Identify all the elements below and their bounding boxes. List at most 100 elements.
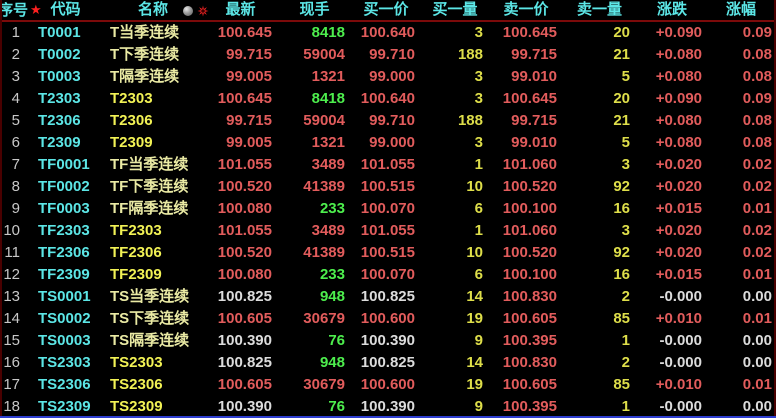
- ask-price: 100.395: [502, 398, 557, 415]
- bid-price: 100.390: [360, 332, 415, 349]
- quote-row[interactable]: 11 TF2306 TF2306 100.520 41389 100.515 1…: [0, 242, 776, 264]
- current-volume: 8418: [311, 24, 345, 41]
- last-price: 99.715: [226, 46, 272, 63]
- contract-name: TF2306: [110, 244, 162, 261]
- contract-name: T2303: [110, 90, 153, 107]
- last-price: 100.825: [217, 354, 272, 371]
- price-change: +0.080: [655, 68, 702, 85]
- column-header-change-percent[interactable]: 涨幅: [708, 0, 774, 20]
- contract-code: TS0002: [38, 310, 91, 327]
- last-price: 100.390: [217, 332, 272, 349]
- change-percent: 0.02: [742, 244, 772, 261]
- row-index: 15: [3, 332, 20, 349]
- bid-price: 100.390: [360, 398, 415, 415]
- bid-price: 99.710: [369, 46, 415, 63]
- column-header-ask-price[interactable]: 卖一价: [489, 0, 563, 20]
- bid-volume: 6: [474, 200, 483, 217]
- column-header-seq-label: 序号: [0, 1, 29, 19]
- change-percent: 0.08: [742, 46, 772, 63]
- quote-row[interactable]: 4 T2303 T2303 100.645 8418 100.640 3 100…: [0, 88, 776, 110]
- quote-row[interactable]: 12 TF2309 TF2309 100.080 233 100.070 6 1…: [0, 264, 776, 286]
- ask-volume: 16: [613, 200, 630, 217]
- column-header-ask-volume[interactable]: 卖一量: [563, 0, 636, 20]
- ask-price: 101.060: [502, 222, 557, 239]
- column-header-last[interactable]: 最新: [203, 0, 278, 20]
- last-price: 100.825: [217, 288, 272, 305]
- price-change: +0.010: [655, 310, 702, 327]
- quote-row[interactable]: 3 T0003 T隔季连续 99.005 1321 99.000 3 99.01…: [0, 66, 776, 88]
- current-volume: 30679: [303, 310, 345, 327]
- quote-row[interactable]: 1 T0001 T当季连续 100.645 8418 100.640 3 100…: [0, 22, 776, 44]
- contract-name: T隔季连续: [110, 68, 180, 85]
- column-header-ask-volume-label: 卖一量: [576, 1, 622, 18]
- column-header-code[interactable]: 代码: [28, 0, 103, 20]
- bid-volume: 6: [474, 266, 483, 283]
- bid-price: 99.710: [369, 112, 415, 129]
- last-price: 100.645: [217, 90, 272, 107]
- quote-row[interactable]: 5 T2306 T2306 99.715 59004 99.710 188 99…: [0, 110, 776, 132]
- current-volume: 76: [328, 332, 345, 349]
- price-change: +0.010: [655, 376, 702, 393]
- row-index: 16: [3, 354, 20, 371]
- quote-row[interactable]: 16 TS2303 TS2303 100.825 948 100.825 14 …: [0, 352, 776, 374]
- ask-volume: 3: [621, 156, 630, 173]
- column-header-bid-price[interactable]: 买一价: [351, 0, 421, 20]
- quote-row[interactable]: 15 TS0003 TS隔季连续 100.390 76 100.390 9 10…: [0, 330, 776, 352]
- contract-code: TF2309: [38, 266, 90, 283]
- ask-volume: 1: [621, 398, 630, 415]
- change-percent: 0.00: [742, 398, 772, 415]
- quote-row[interactable]: 17 TS2306 TS2306 100.605 30679 100.600 1…: [0, 374, 776, 396]
- ask-price: 99.715: [511, 112, 557, 129]
- contract-name: TF当季连续: [110, 156, 189, 173]
- price-change: -0.000: [659, 398, 702, 415]
- price-change: +0.015: [655, 266, 702, 283]
- circle-button-icon[interactable]: [183, 6, 193, 16]
- bid-price: 100.600: [360, 376, 415, 393]
- row-index: 5: [11, 112, 20, 129]
- quote-row[interactable]: 14 TS0002 TS下季连续 100.605 30679 100.600 1…: [0, 308, 776, 330]
- contract-code: TS2303: [38, 354, 91, 371]
- quote-row[interactable]: 7 TF0001 TF当季连续 101.055 3489 101.055 1 1…: [0, 154, 776, 176]
- current-volume: 1321: [311, 68, 345, 85]
- quote-row[interactable]: 8 TF0002 TF下季连续 100.520 41389 100.515 10…: [0, 176, 776, 198]
- quote-row[interactable]: 13 TS0001 TS当季连续 100.825 948 100.825 14 …: [0, 286, 776, 308]
- price-change: -0.000: [659, 354, 702, 371]
- contract-code: TF0003: [38, 200, 90, 217]
- column-header-change[interactable]: 涨跌: [636, 0, 708, 20]
- contract-code: TF2303: [38, 222, 90, 239]
- column-header-name[interactable]: 名称: [103, 0, 203, 20]
- row-index: 1: [11, 24, 20, 41]
- quote-row[interactable]: 18 TS2309 TS2309 100.390 76 100.390 9 10…: [0, 396, 776, 418]
- quote-row[interactable]: 2 T0002 T下季连续 99.715 59004 99.710 188 99…: [0, 44, 776, 66]
- column-header-volume[interactable]: 现手: [278, 0, 351, 20]
- row-index: 8: [11, 178, 20, 195]
- ask-volume: 1: [621, 332, 630, 349]
- gear-settings-icon[interactable]: [197, 5, 209, 17]
- ask-volume: 92: [613, 178, 630, 195]
- ask-price: 100.520: [502, 244, 557, 261]
- quote-row[interactable]: 6 T2309 T2309 99.005 1321 99.000 3 99.01…: [0, 132, 776, 154]
- current-volume: 76: [328, 398, 345, 415]
- quote-row[interactable]: 9 TF0003 TF隔季连续 100.080 233 100.070 6 10…: [0, 198, 776, 220]
- row-index: 2: [11, 46, 20, 63]
- column-header-bid-volume[interactable]: 买一量: [421, 0, 489, 20]
- row-index: 10: [3, 222, 20, 239]
- contract-name: T2306: [110, 112, 153, 129]
- column-header-change-label: 涨跌: [656, 1, 687, 18]
- ask-volume: 2: [621, 288, 630, 305]
- bid-volume: 3: [474, 68, 483, 85]
- change-percent: 0.09: [742, 90, 772, 107]
- column-header-seq[interactable]: 序号 ★: [0, 0, 42, 21]
- ask-price: 100.645: [502, 90, 557, 107]
- quote-row[interactable]: 10 TF2303 TF2303 101.055 3489 101.055 1 …: [0, 220, 776, 242]
- bid-price: 99.000: [369, 134, 415, 151]
- change-percent: 0.01: [742, 376, 772, 393]
- row-index: 12: [3, 266, 20, 283]
- row-index: 13: [3, 288, 20, 305]
- last-price: 99.715: [226, 112, 272, 129]
- bid-volume: 3: [474, 134, 483, 151]
- contract-code: TF0001: [38, 156, 90, 173]
- change-percent: 0.00: [742, 288, 772, 305]
- change-percent: 0.09: [742, 24, 772, 41]
- column-header-name-label: 名称: [137, 1, 168, 18]
